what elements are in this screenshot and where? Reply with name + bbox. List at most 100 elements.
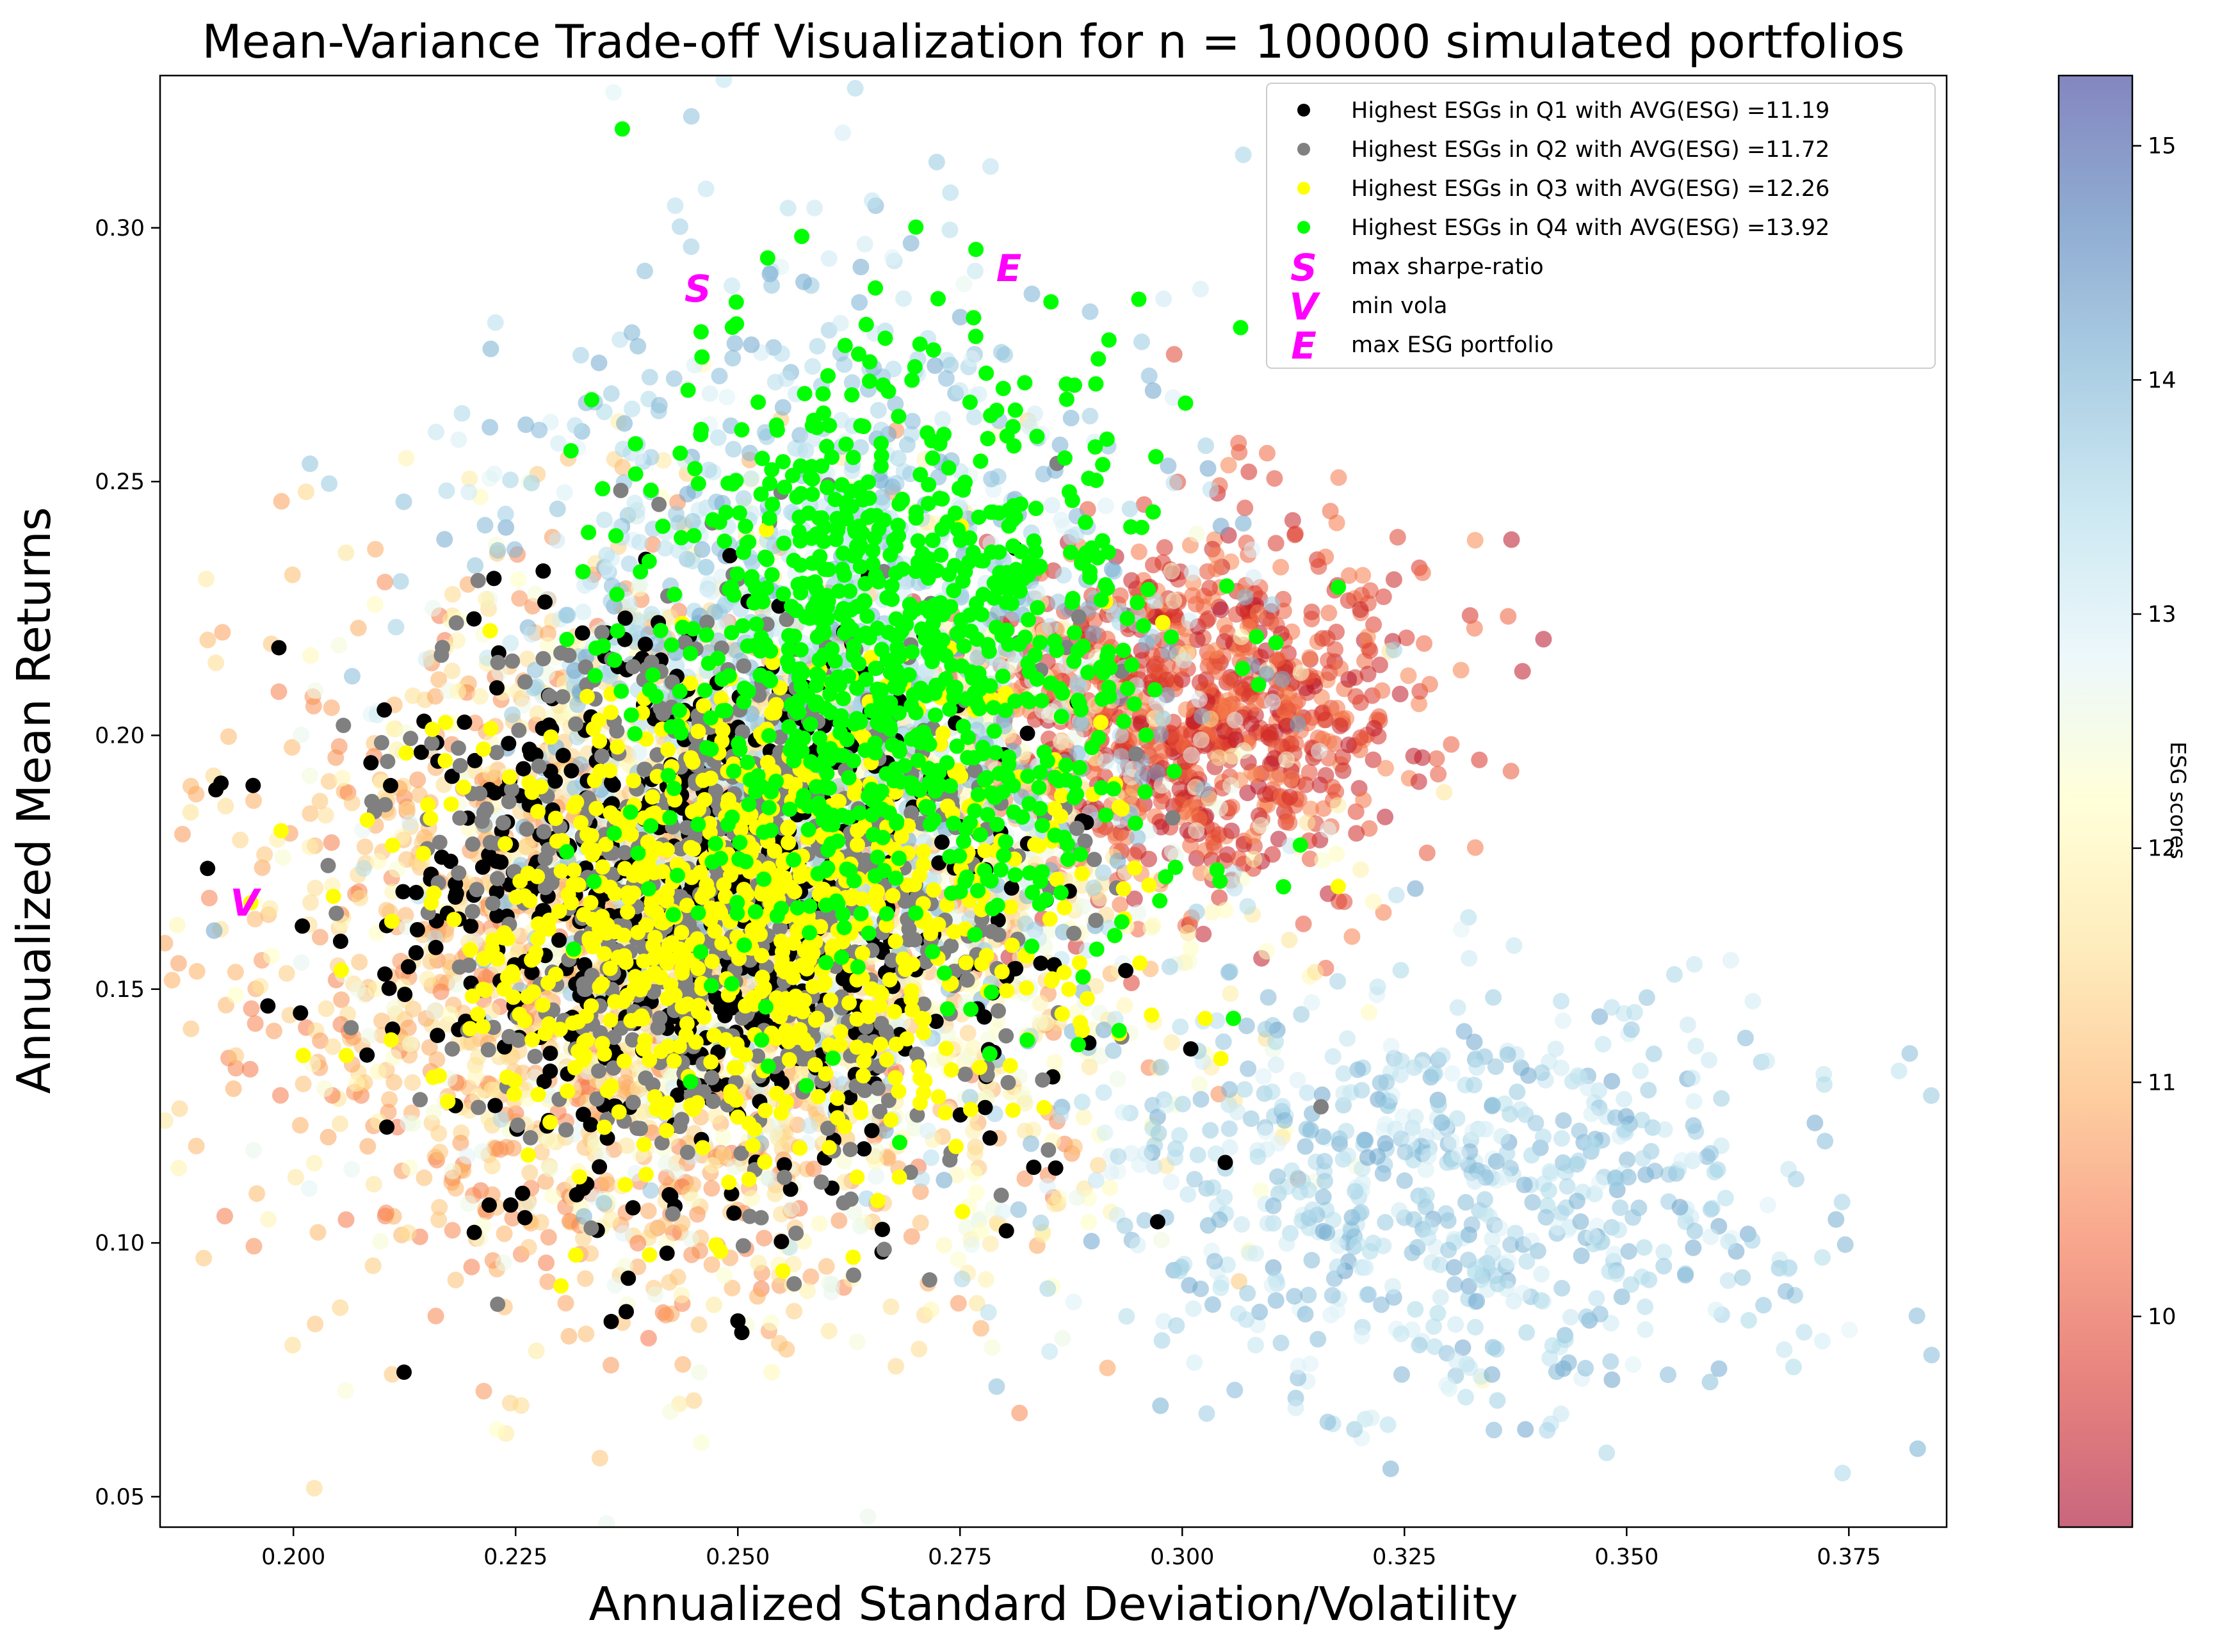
cloud-point xyxy=(661,608,679,626)
cloud-point xyxy=(735,490,752,507)
cloud-point xyxy=(287,1169,304,1186)
cloud-point xyxy=(1039,1178,1056,1195)
cloud-point xyxy=(1307,964,1324,981)
cloud-point xyxy=(293,954,310,971)
cloud-point xyxy=(316,1080,334,1097)
cloud-point xyxy=(368,980,385,998)
cloud-point xyxy=(1066,1138,1083,1156)
cloud-point xyxy=(982,1235,999,1252)
cloud-point xyxy=(691,1364,708,1381)
cloud-point xyxy=(587,1133,604,1150)
cloud-point xyxy=(968,1185,985,1202)
cloud-point xyxy=(200,889,218,907)
cloud-point xyxy=(777,370,795,387)
cloud-point xyxy=(1303,603,1320,620)
cloud-point xyxy=(227,964,244,981)
cloud-point xyxy=(726,1158,743,1175)
cloud-point xyxy=(366,596,384,613)
cloud-point xyxy=(1320,604,1338,622)
cloud-point xyxy=(1514,663,1531,680)
cloud-point xyxy=(425,1104,442,1121)
cloud-point xyxy=(504,1210,521,1227)
cloud-point xyxy=(245,792,262,809)
cloud-point xyxy=(1340,592,1357,609)
cloud-point xyxy=(1133,333,1150,350)
cloud-point xyxy=(576,577,593,594)
cloud-point xyxy=(977,1271,994,1288)
cloud-point xyxy=(449,632,466,649)
cloud-point xyxy=(884,248,901,266)
cloud-point xyxy=(421,1039,438,1056)
cloud-point xyxy=(265,1023,282,1040)
cloud-point xyxy=(480,1110,498,1127)
cloud-point xyxy=(188,1137,205,1154)
cloud-point xyxy=(399,801,416,818)
cloud-point xyxy=(778,1341,795,1358)
cloud-point xyxy=(444,1222,461,1239)
cloud-point xyxy=(1322,503,1339,520)
cloud-point xyxy=(1174,1096,1192,1113)
cloud-point xyxy=(701,461,718,478)
cloud-point xyxy=(256,846,273,863)
cloud-point xyxy=(852,1218,869,1235)
cloud-point xyxy=(442,1005,458,1023)
cloud-point xyxy=(1050,594,1067,610)
cloud-point xyxy=(302,455,319,473)
cloud-point xyxy=(1391,685,1409,702)
cloud-point xyxy=(482,340,499,357)
cloud-point xyxy=(598,1515,615,1527)
cloud-point xyxy=(1252,1182,1269,1199)
cloud-point xyxy=(356,838,373,855)
cloud-point xyxy=(936,1172,953,1188)
cloud-point xyxy=(270,683,288,700)
cloud-point xyxy=(232,831,249,848)
cloud-point xyxy=(809,337,826,355)
cloud-point xyxy=(1365,751,1382,768)
cloud-point xyxy=(252,978,269,995)
cloud-point xyxy=(766,1185,784,1203)
cloud-point xyxy=(1352,601,1369,619)
cloud-point xyxy=(401,1035,419,1053)
cloud-point xyxy=(715,76,733,88)
cloud-point xyxy=(1233,679,1250,696)
cloud-point xyxy=(1130,904,1147,921)
cloud-point xyxy=(444,586,461,603)
cloud-point xyxy=(1028,584,1046,601)
cloud-point xyxy=(1082,303,1099,320)
cloud-point xyxy=(355,860,372,877)
cloud-point xyxy=(323,834,340,851)
cloud-point xyxy=(1041,618,1058,635)
cloud-point xyxy=(1264,846,1281,863)
cloud-point xyxy=(605,84,622,101)
cloud-point xyxy=(1352,861,1369,879)
cloud-point xyxy=(1315,800,1332,817)
cloud-point xyxy=(623,324,640,341)
cloud-point xyxy=(1343,928,1361,945)
cloud-point xyxy=(864,192,880,209)
cloud-point xyxy=(398,449,415,467)
cloud-point xyxy=(541,1132,558,1149)
cloud-point xyxy=(1361,820,1378,837)
cloud-point xyxy=(1016,1170,1034,1187)
cloud-point xyxy=(467,557,484,574)
cloud-point xyxy=(1277,686,1295,704)
cloud-point xyxy=(163,971,181,989)
cloud-point xyxy=(923,1301,940,1318)
cloud-point xyxy=(773,345,790,362)
cloud-point xyxy=(334,770,351,787)
cloud-point xyxy=(1212,601,1229,619)
cloud-point xyxy=(330,738,348,755)
cloud-point xyxy=(668,1163,685,1180)
cloud-point xyxy=(904,412,921,430)
cloud-point xyxy=(1046,1195,1063,1213)
cloud-point xyxy=(1194,708,1211,725)
cloud-point xyxy=(333,991,350,1008)
cloud-point xyxy=(359,1138,377,1155)
cloud-point xyxy=(521,1164,539,1181)
cloud-point xyxy=(430,1211,448,1228)
cloud-point xyxy=(1165,474,1183,492)
cloud-point xyxy=(1183,564,1201,581)
cloud-point xyxy=(1314,852,1331,869)
cloud-point xyxy=(715,1128,732,1146)
cloud-point xyxy=(343,794,361,811)
